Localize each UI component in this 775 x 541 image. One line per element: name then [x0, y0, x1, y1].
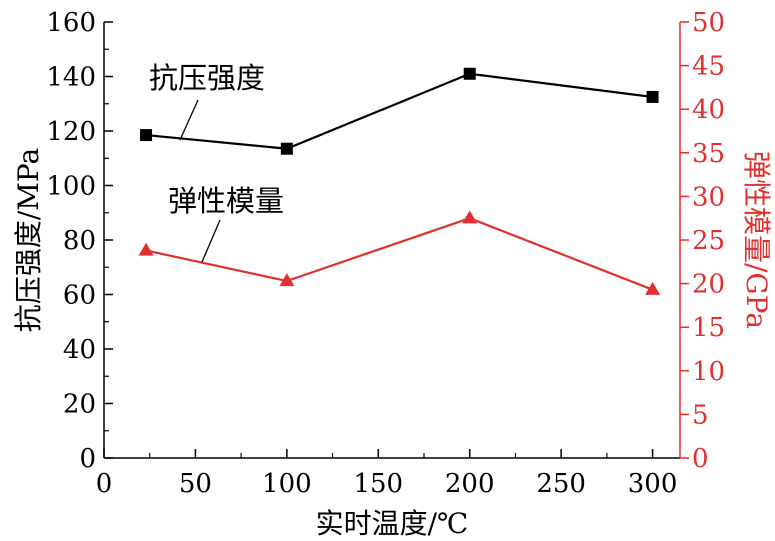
y-right-tick-label: 35: [692, 139, 725, 169]
y-axis-right-title: 弹性模量/GPa: [740, 151, 773, 329]
data-point-triangle: [645, 281, 661, 295]
x-tick-label: 300: [628, 469, 678, 499]
annotation-leader-line: [179, 99, 199, 141]
data-point-square: [140, 129, 153, 142]
y-left-tick-label: 60: [63, 281, 96, 311]
data-point-square: [646, 90, 659, 103]
annotation-leader-line: [201, 219, 221, 263]
y-left-tick-label: 140: [46, 63, 96, 93]
series-annotation-label: 弹性模量: [168, 184, 284, 218]
axes: [103, 21, 689, 459]
series-layer: [138, 67, 661, 295]
y-right-tick-label: 40: [692, 95, 725, 125]
data-point-square: [280, 142, 293, 155]
y-left-tick-label: 40: [63, 335, 96, 365]
y-right-tick-label: 20: [692, 270, 725, 300]
y-right-tick-label: 50: [692, 8, 725, 38]
y-left-tick-label: 160: [46, 8, 96, 38]
x-axis-title: 实时温度/℃: [316, 507, 469, 540]
y-axis-left-title: 抗压强度/MPa: [12, 148, 45, 332]
series-line-0: [145, 72, 653, 150]
labels-layer: 0 50 100 150 200 250 300 0 20 40 60 80 100 120 140 160 0…: [12, 8, 773, 540]
y-right-tick-label: 30: [692, 182, 725, 212]
y-right-tick-label: 25: [692, 226, 725, 256]
y-right-tick-label: 10: [692, 357, 725, 387]
y-right-tick-label: 15: [692, 313, 725, 343]
data-point-triangle: [462, 210, 478, 224]
x-tick-label: 200: [445, 469, 495, 499]
data-point-triangle: [279, 273, 295, 287]
x-tick-label: 100: [262, 469, 312, 499]
x-tick-label: 0: [96, 469, 113, 499]
data-point-square: [463, 67, 476, 80]
data-point-triangle: [138, 242, 154, 256]
y-right-tick-label: 5: [692, 400, 709, 430]
y-left-tick-label: 120: [46, 117, 96, 147]
x-tick-label: 250: [536, 469, 586, 499]
y-right-tick-label: 0: [692, 444, 709, 474]
series-line-1: [145, 217, 653, 291]
y-left-tick-label: 100: [46, 172, 96, 202]
y-left-tick-label: 20: [63, 390, 96, 420]
x-tick-label: 150: [353, 469, 403, 499]
y-left-tick-label: 80: [63, 226, 96, 256]
x-tick-label: 50: [179, 469, 212, 499]
y-right-tick-label: 45: [692, 52, 725, 82]
y-left-tick-label: 0: [79, 444, 96, 474]
series-annotation-label: 抗压强度: [149, 61, 265, 95]
